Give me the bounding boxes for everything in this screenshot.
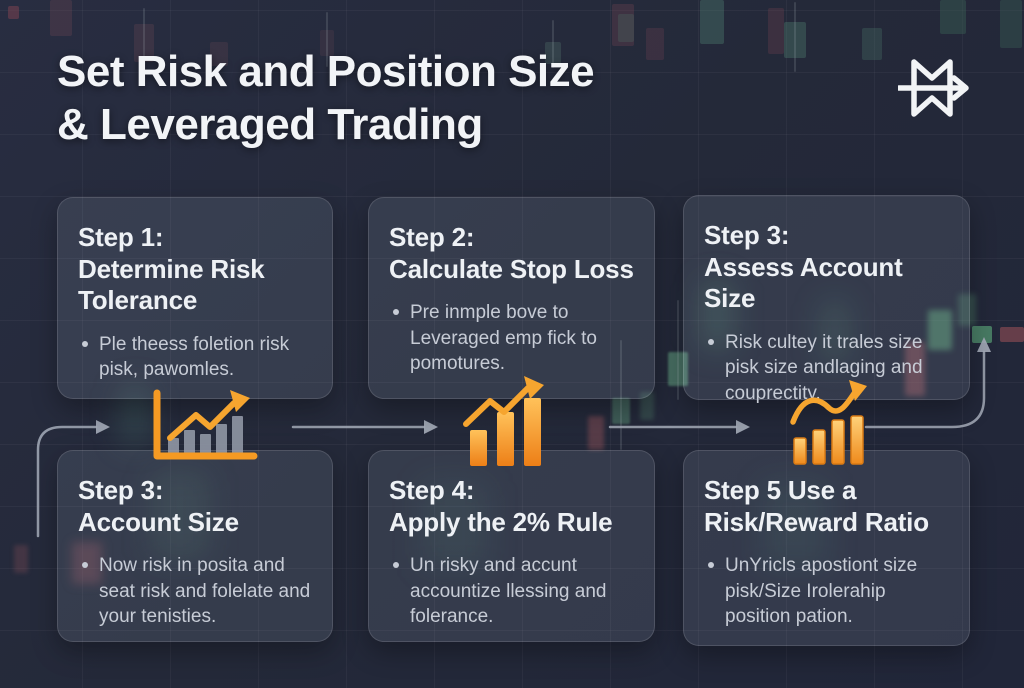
step-heading: Step 3: Account Size (78, 475, 239, 537)
step-card-6: Step 5 Use a Risk/Reward Ratio UnYricls … (683, 450, 970, 646)
candle (8, 6, 19, 19)
step-heading: Step 2: Calculate Stop Loss (389, 222, 634, 284)
candle (972, 326, 992, 343)
bullet-dot (393, 309, 399, 316)
bullet-dot (82, 562, 88, 569)
bar-chart-growth-arrow-icon (463, 376, 544, 466)
candle (50, 0, 72, 36)
step-bullet-text: Un risky and accunt accountize llessing … (410, 555, 607, 627)
bullet-dot (82, 341, 88, 348)
step-card-1: Step 1: Determine Risk Tolerance Ple the… (57, 197, 333, 399)
bar-chart-wave-arrow-icon (790, 380, 867, 465)
step-bullet-text: UnYricls apostiont size pisk/Size Iroler… (725, 555, 918, 627)
page-title-line1: Set Risk and Position Size (57, 47, 595, 96)
arrowhead-icon (424, 420, 438, 434)
page-title-line2: & Leveraged Trading (57, 99, 483, 149)
bullet-dot (393, 562, 399, 569)
bullet-dot (708, 339, 714, 346)
bullet-dot (708, 562, 714, 569)
step-card-5: Step 4: Apply the 2% Rule Un risky and a… (368, 450, 655, 642)
axis-bar-chart-growth-icon (153, 389, 258, 460)
arrowhead-icon (96, 420, 110, 434)
candle (14, 545, 28, 573)
candle (612, 4, 634, 46)
step-card-4: Step 3: Account Size Now risk in posita … (57, 450, 333, 642)
candle (612, 398, 630, 424)
candle (700, 0, 724, 44)
candle (1000, 0, 1022, 48)
page-title: Set Risk and Position Size & Leveraged T… (57, 46, 595, 152)
candle (862, 28, 882, 60)
arrowhead-icon (736, 420, 750, 434)
candle (1000, 327, 1024, 342)
candle (940, 0, 966, 34)
candle (768, 8, 784, 54)
candle (618, 14, 634, 42)
candle (588, 416, 604, 450)
step-heading: Step 5 Use a Risk/Reward Ratio (704, 475, 929, 537)
step-card-3: Step 3: Assess Account Size Risk cultey … (683, 195, 970, 404)
brand-logo-arrow-mw-icon (898, 59, 969, 117)
step-bullet-text: Ple theess foletion risk pisk, pawomles. (99, 334, 290, 381)
arrowhead-icon (977, 337, 991, 352)
step-heading: Step 4: Apply the 2% Rule (389, 475, 613, 537)
candle (646, 28, 664, 60)
step-heading: Step 3: Assess Account Size (704, 220, 903, 314)
step-bullet-text: Now risk in posita and seat risk and fol… (99, 555, 311, 627)
candle (784, 22, 806, 58)
step-card-2: Step 2: Calculate Stop Loss Pre inmple b… (368, 197, 655, 399)
step-bullet-text: Pre inmple bove to Leveraged emp fick to… (410, 302, 597, 374)
step-heading: Step 1: Determine Risk Tolerance (78, 222, 265, 316)
